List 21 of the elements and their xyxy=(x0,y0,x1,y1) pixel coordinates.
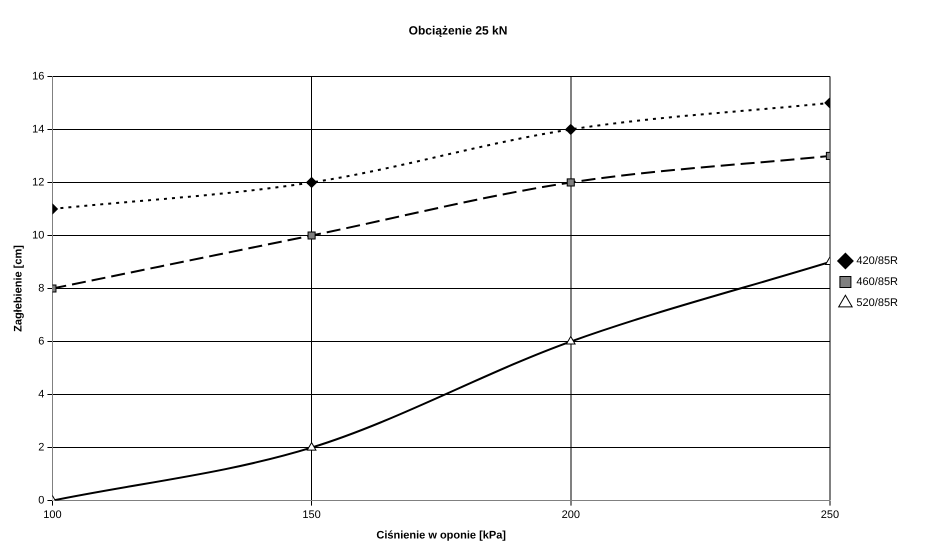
point xyxy=(566,336,576,345)
y-axis-title: Zagłebienie [cm] xyxy=(12,244,25,332)
y-tick-label: 14 xyxy=(32,123,44,136)
legend-label: 420/85R xyxy=(856,255,898,268)
legend-label: 460/85R xyxy=(856,276,898,288)
y-tick-label: 2 xyxy=(38,442,44,454)
chart-title: Obciążenie 25 kN xyxy=(408,24,508,38)
y-tick-label: 6 xyxy=(38,336,44,348)
y-tick-label: 0 xyxy=(38,494,44,507)
y-tick-label: 4 xyxy=(38,388,44,401)
point xyxy=(306,442,316,451)
y-tick-label: 12 xyxy=(32,176,44,188)
x-tick-label: 150 xyxy=(302,509,321,522)
y-tick-label: 16 xyxy=(32,70,44,82)
x-tick-label: 100 xyxy=(43,509,62,522)
y-tick-label: 10 xyxy=(32,230,44,242)
x-tick-label: 200 xyxy=(562,509,580,522)
legend-label: 520/85R xyxy=(856,297,898,310)
x-tick-label: 250 xyxy=(820,509,840,522)
y-tick-label: 8 xyxy=(38,282,44,295)
x-axis-title: Ciśnienie w oponie [kPa] xyxy=(376,529,506,542)
